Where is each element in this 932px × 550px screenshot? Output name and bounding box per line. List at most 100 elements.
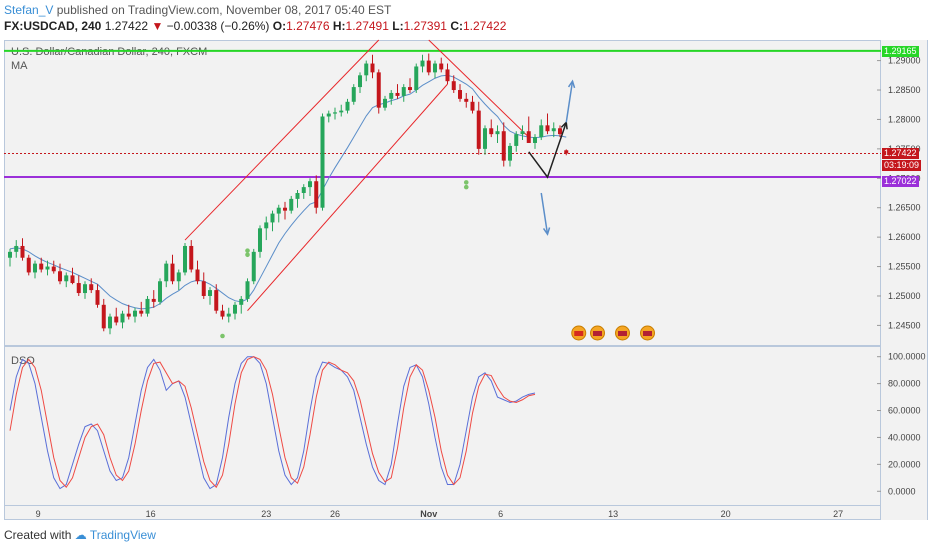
change-value: −0.00338 (−0.26%) — [166, 19, 270, 33]
candle — [89, 278, 94, 294]
candle — [133, 307, 137, 323]
candle — [139, 301, 144, 317]
projection-arrow — [565, 81, 574, 123]
candle — [114, 307, 119, 326]
candle-body — [195, 269, 200, 282]
footer: Created with ☁ TradingView — [4, 528, 156, 542]
candle — [283, 201, 287, 220]
candle — [433, 60, 437, 79]
candle — [264, 216, 269, 241]
last-price: 1.27422 — [104, 19, 149, 33]
price-pane[interactable] — [4, 40, 881, 346]
time-tick-label: 23 — [261, 509, 271, 519]
candle — [226, 307, 231, 323]
candle-body — [451, 81, 456, 91]
candle-body — [283, 207, 287, 211]
candle — [470, 95, 475, 114]
event-flag-icon — [643, 331, 652, 336]
dso-label: DSO — [11, 355, 35, 367]
candle — [258, 225, 262, 258]
candle-body — [39, 263, 44, 270]
publish-line: Stefan_V published on TradingView.com, N… — [4, 3, 391, 17]
time-axis[interactable] — [4, 506, 881, 520]
channel-line — [184, 39, 380, 241]
candle-body — [308, 181, 312, 188]
candle — [183, 243, 187, 276]
candle-body — [339, 110, 344, 113]
ohlc-line: FX:USDCAD, 240 1.27422 ▼ −0.00338 (−0.26… — [4, 19, 506, 33]
candle-body — [8, 251, 12, 258]
candle — [339, 104, 344, 117]
author-link[interactable]: Stefan_V — [4, 3, 54, 17]
candle — [8, 248, 12, 267]
arrow-head — [567, 79, 576, 89]
candle — [239, 295, 244, 314]
projection-arrow — [540, 192, 549, 235]
price-axis[interactable] — [881, 40, 928, 520]
candle — [501, 122, 506, 167]
candle-body — [89, 284, 94, 291]
candle-body — [426, 60, 431, 73]
price-tick-label: 1.25000 — [888, 291, 921, 301]
high-label: H: — [332, 19, 346, 33]
candle — [33, 260, 37, 279]
osc-tick-label: 0.0000 — [888, 486, 916, 496]
candle — [64, 272, 69, 288]
candle-body — [558, 128, 562, 135]
candle — [389, 90, 394, 105]
candle-body — [101, 304, 106, 329]
candle-body — [476, 110, 481, 149]
candle-body — [364, 63, 369, 76]
candle — [220, 304, 225, 320]
candle-body — [464, 98, 469, 102]
candle-body — [358, 75, 362, 88]
candle-body — [551, 128, 556, 132]
price-tick-label: 1.25500 — [888, 262, 921, 272]
countdown-label: 03:19:09 — [882, 160, 922, 172]
candle-body — [233, 304, 237, 314]
candle-body — [95, 290, 100, 305]
candle — [520, 125, 525, 141]
candle — [208, 287, 212, 305]
candle-body — [289, 198, 294, 211]
candle-body — [114, 316, 119, 323]
candle-body — [314, 181, 319, 208]
candle-body — [26, 257, 31, 273]
candle-body — [70, 275, 75, 284]
candle-body — [45, 266, 50, 270]
candle-body — [545, 125, 550, 132]
tradingview-link[interactable]: TradingView — [89, 528, 156, 542]
time-tick-label: 26 — [330, 509, 340, 519]
channel-line — [247, 83, 448, 312]
candle-body — [151, 298, 156, 302]
candle — [358, 72, 362, 93]
candle-body — [345, 101, 350, 111]
candle-body — [51, 266, 56, 272]
candle-body — [220, 310, 225, 317]
candle — [295, 190, 300, 208]
candle — [201, 272, 206, 299]
candle-body — [445, 69, 450, 82]
candle-body — [320, 116, 325, 208]
candle — [126, 304, 131, 320]
candle — [439, 57, 444, 73]
candle — [120, 310, 125, 329]
time-tick-label: 27 — [833, 509, 843, 519]
candle — [70, 267, 75, 285]
candle-body — [164, 263, 169, 282]
candle-body — [333, 112, 337, 114]
candle — [345, 98, 350, 114]
candle-body — [326, 113, 331, 117]
high-value: 1.27491 — [345, 19, 389, 33]
candle — [195, 260, 200, 285]
candle — [401, 84, 406, 102]
resistance-price-label: 1.29165 — [882, 45, 919, 57]
candle — [76, 275, 81, 296]
candle — [158, 278, 162, 305]
candle-body — [245, 281, 250, 299]
candle-body — [520, 131, 525, 135]
candle — [101, 298, 106, 332]
candle — [276, 204, 281, 223]
candle — [326, 110, 331, 123]
pane-title: U.S. Dollar/Canadian Dollar, 240, FXCM — [11, 46, 207, 58]
